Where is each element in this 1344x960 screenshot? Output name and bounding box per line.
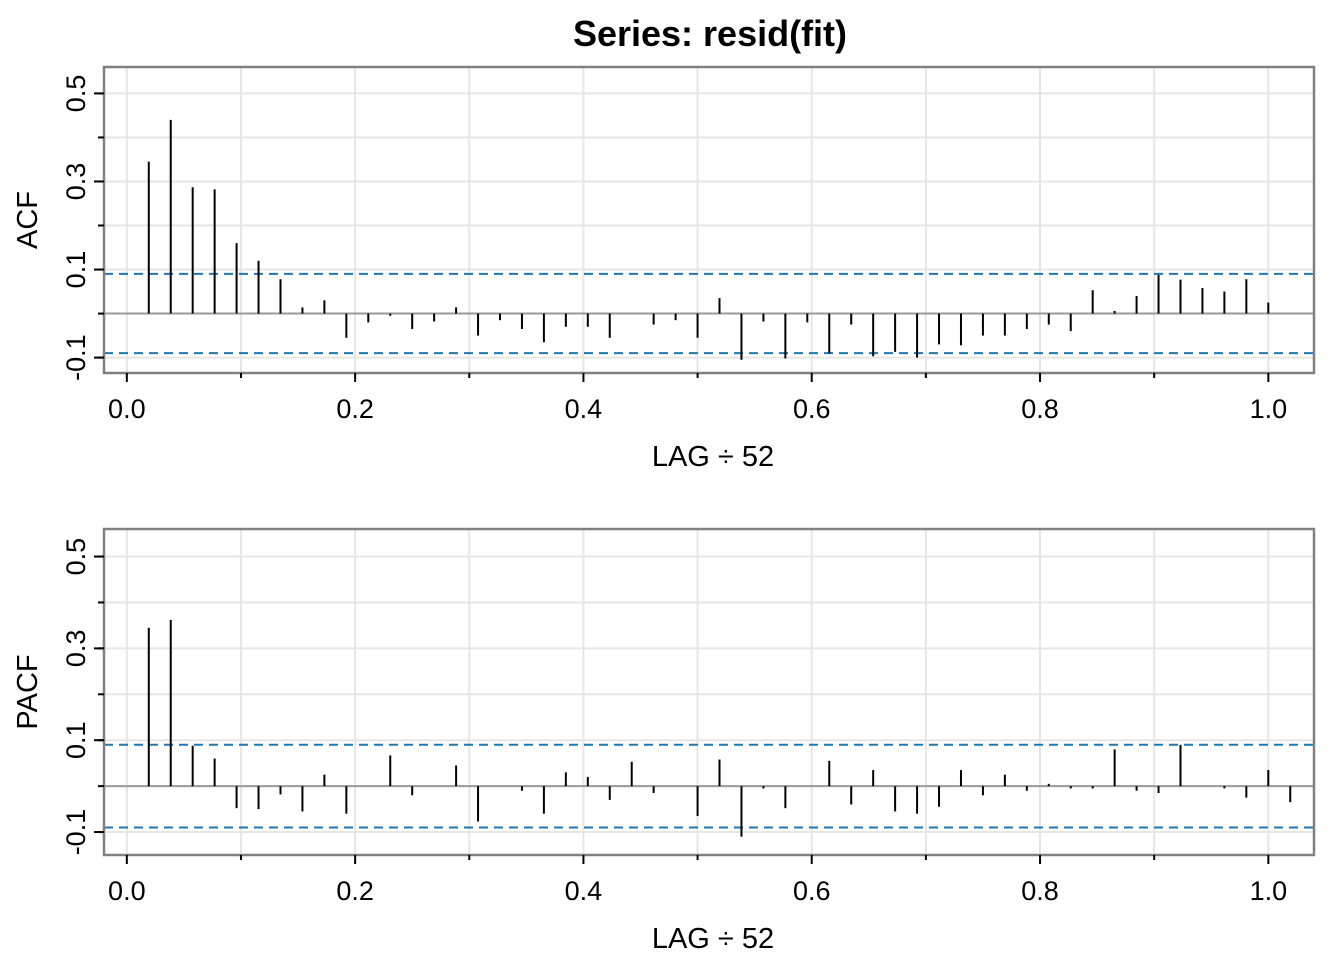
plot-frame — [102, 65, 1316, 375]
x-tick-label: 0.8 — [1021, 876, 1059, 906]
x-tick-label: 0.4 — [565, 394, 603, 424]
chart-title: Series: resid(fit) — [573, 13, 847, 54]
y-tick-label: 0.3 — [61, 163, 91, 201]
pacf-panel: 0.0 0.2 0.4 0.6 0.8 1.0 -0.1 0.1 0.3 0.5 LAG ÷ 52 P… — [12, 527, 1316, 955]
acf-panel: 0.0 0.2 0.4 0.6 0.8 1.0 -0.1 0.1 0.3 0.5 LAG ÷ 52 A… — [12, 65, 1316, 473]
y-axis-label: PACF — [12, 654, 44, 729]
x-tick-label: 1.0 — [1250, 876, 1288, 906]
x-tick-label: 0.6 — [793, 394, 831, 424]
x-tick-label: 0.2 — [336, 394, 374, 424]
plot-frame — [102, 527, 1316, 857]
y-tick-label: 0.3 — [61, 630, 91, 668]
y-tick-label: -0.1 — [61, 809, 91, 856]
x-tick-label: 0.4 — [565, 876, 603, 906]
x-tick-label: 0.6 — [793, 876, 831, 906]
y-tick-label: 0.5 — [61, 538, 91, 576]
y-tick-label: 0.1 — [61, 721, 91, 759]
x-tick-label: 0.8 — [1021, 394, 1059, 424]
x-tick-label: 0.0 — [108, 876, 146, 906]
x-axis-label: LAG ÷ 52 — [652, 441, 774, 473]
x-tick-label: 1.0 — [1250, 394, 1288, 424]
x-tick-label: 0.0 — [108, 394, 146, 424]
y-tick-label: -0.1 — [61, 334, 91, 381]
y-tick-label: 0.5 — [61, 75, 91, 113]
x-axis-label: LAG ÷ 52 — [652, 923, 774, 955]
x-tick-label: 0.2 — [336, 876, 374, 906]
y-tick-label: 0.1 — [61, 251, 91, 289]
y-axis-label: ACF — [12, 191, 44, 249]
